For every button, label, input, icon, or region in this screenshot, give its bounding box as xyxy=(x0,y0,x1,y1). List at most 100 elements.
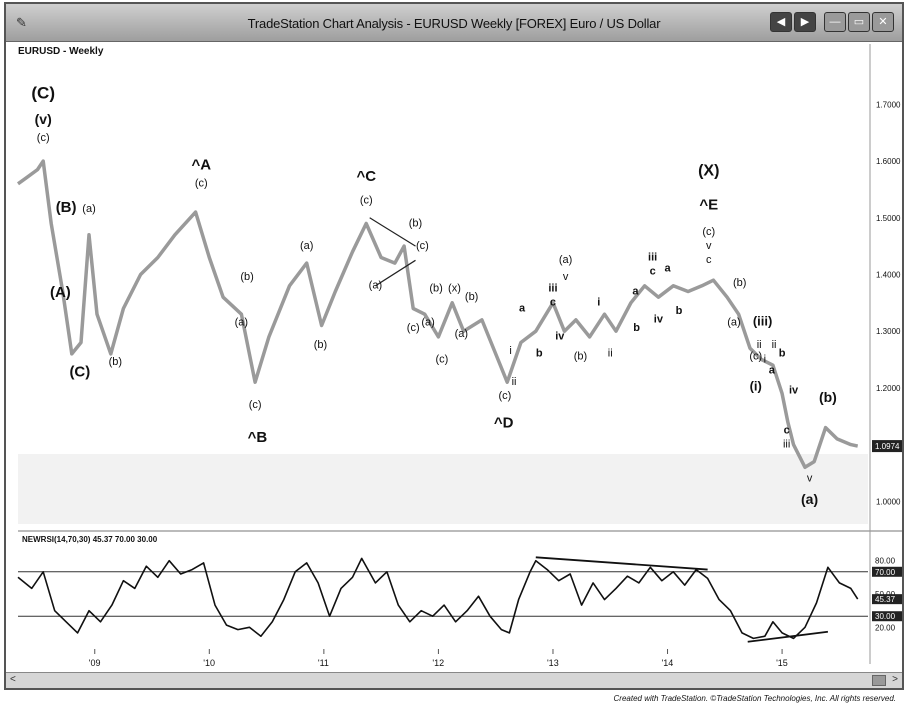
wave-label: (b) xyxy=(819,389,837,405)
x-axis-tick-label: '13 xyxy=(547,658,559,668)
title-bar[interactable]: ✎ TradeStation Chart Analysis - EURUSD W… xyxy=(6,4,902,42)
window-title: TradeStation Chart Analysis - EURUSD Wee… xyxy=(247,16,661,31)
price-axis-tick-label: 1.3000 xyxy=(876,327,901,336)
wave-label: (c) xyxy=(749,351,762,363)
x-axis-tick-label: '09 xyxy=(89,658,101,668)
wave-label: (C) xyxy=(69,364,90,381)
restore-button[interactable]: ▭ xyxy=(848,12,870,32)
wave-label: v xyxy=(563,271,569,283)
horizontal-scrollbar[interactable]: < > xyxy=(6,672,902,688)
close-button[interactable]: ✕ xyxy=(872,12,894,32)
price-axis-tick-label: 1.7000 xyxy=(876,100,901,109)
price-axis-tick-label: 1.4000 xyxy=(876,270,901,279)
wave-label: (c) xyxy=(37,132,50,144)
price-axis-tick-label: 1.2000 xyxy=(876,384,901,393)
wave-label: c xyxy=(550,297,556,309)
wave-label: a xyxy=(519,302,526,314)
rsi-axis-box xyxy=(872,611,902,622)
rsi-axis-tick-label: 70.00 xyxy=(875,568,896,577)
wave-label: (a) xyxy=(801,491,818,507)
wave-label: (i) xyxy=(750,379,762,394)
wave-label: (b) xyxy=(465,291,478,303)
rsi-axis-tick-label: 80.00 xyxy=(875,557,896,566)
rsi-axis-tick-label: 20.00 xyxy=(875,623,896,632)
wave-label: ^A xyxy=(191,157,211,174)
wave-label: (a) xyxy=(421,317,434,329)
wave-label: (c) xyxy=(407,322,420,334)
wave-label: ^B xyxy=(248,429,268,446)
x-axis-tick-label: '11 xyxy=(318,658,329,668)
wave-label: v xyxy=(807,472,813,484)
wave-label: ^D xyxy=(494,415,514,432)
wave-label: (a) xyxy=(235,317,248,329)
wave-label: (c) xyxy=(195,178,208,190)
wave-label: v xyxy=(706,240,712,252)
rsi-axis-tick-label: 30.00 xyxy=(875,612,896,621)
scroll-thumb[interactable] xyxy=(872,675,886,686)
wave-label: (b) xyxy=(733,277,746,289)
wave-label: iii xyxy=(548,283,557,295)
wave-label: (A) xyxy=(50,284,71,301)
price-panel-shade xyxy=(18,454,868,524)
x-axis-tick-label: '10 xyxy=(203,658,215,668)
wave-label: (a) xyxy=(455,328,468,340)
wave-label: i xyxy=(509,345,511,357)
wave-label: a xyxy=(632,285,639,297)
wave-label: ^C xyxy=(356,168,376,185)
history-fwd-button[interactable]: ▶ xyxy=(794,12,816,32)
wave-label: (b) xyxy=(240,271,253,283)
scroll-right-arrow-icon[interactable]: > xyxy=(892,674,898,685)
wave-label: ii xyxy=(512,376,517,388)
price-axis-tick-label: 1.0000 xyxy=(876,497,901,506)
wave-label: a xyxy=(769,365,776,377)
history-back-button[interactable]: ◀ xyxy=(770,12,792,32)
rsi-axis-box xyxy=(872,594,902,605)
x-axis-tick-label: '15 xyxy=(776,658,788,668)
wave-label: (b) xyxy=(429,283,442,295)
wave-label: (a) xyxy=(727,317,740,329)
wave-label: (b) xyxy=(574,351,587,363)
wave-label: iii xyxy=(783,438,790,450)
wave-label: i xyxy=(597,297,600,309)
rsi-series-line xyxy=(17,557,859,640)
x-axis-tick-label: '12 xyxy=(432,658,444,668)
wave-label: ii xyxy=(608,348,613,360)
rsi-trend-line xyxy=(747,630,829,643)
wave-label: (a) xyxy=(559,254,572,266)
chart-icon[interactable]: ✎ xyxy=(16,15,27,30)
footer-credit: Created with TradeStation. ©TradeStation… xyxy=(613,694,896,703)
wave-label: (b) xyxy=(409,217,422,229)
price-axis-tick-label: 1.5000 xyxy=(876,214,901,223)
rsi-axis-tick-label: 45.37 xyxy=(875,595,896,604)
chart-area[interactable]: 1.70001.60001.50001.40001.30001.20001.10… xyxy=(6,4,904,690)
scroll-left-arrow-icon[interactable]: < xyxy=(10,674,16,685)
price-panel xyxy=(18,44,868,524)
wave-label: ii xyxy=(757,339,762,351)
symbol-label: EURUSD - Weekly xyxy=(18,46,104,57)
last-price-label: 1.0974 xyxy=(875,442,900,451)
wave-label: c xyxy=(706,254,712,266)
minimize-button[interactable]: — xyxy=(824,12,846,32)
wave-label: (c) xyxy=(249,399,262,411)
wave-label: iv xyxy=(654,314,664,326)
wave-label: (a) xyxy=(82,203,95,215)
wave-label: (iii) xyxy=(753,314,773,329)
wave-label: iv xyxy=(789,385,799,397)
triangle-trend-line xyxy=(369,217,416,247)
wave-label: (X) xyxy=(698,162,719,179)
wave-label: i xyxy=(764,353,766,365)
wave-label: b xyxy=(633,322,640,334)
x-axis-tick-label: '14 xyxy=(662,658,674,668)
wave-label: c xyxy=(784,424,790,436)
wave-label: (c) xyxy=(416,240,429,252)
wave-label: b xyxy=(676,305,683,317)
triangle-trend-line xyxy=(375,259,416,287)
wave-label: a xyxy=(664,263,671,275)
wave-label: (C) xyxy=(31,84,55,103)
wave-label: ^E xyxy=(699,196,718,213)
rsi-trend-line xyxy=(535,556,708,571)
wave-label: (b) xyxy=(109,356,122,368)
price-axis-tick-label: 1.6000 xyxy=(876,157,901,166)
last-price-box xyxy=(872,440,902,453)
wave-label: (c) xyxy=(360,195,373,207)
